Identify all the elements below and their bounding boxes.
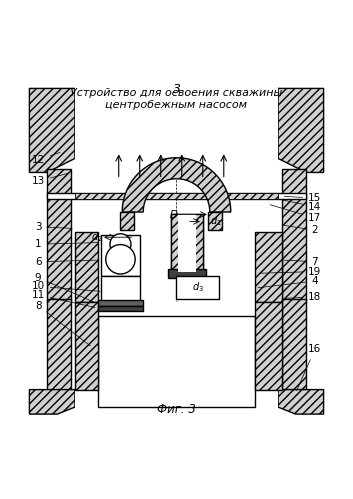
Bar [47,169,71,302]
Text: 16: 16 [297,344,322,391]
Bar [98,305,143,311]
Bar [176,276,219,298]
Text: 13: 13 [31,173,69,186]
Polygon shape [29,390,75,414]
Bar [75,88,278,173]
Text: 7: 7 [284,257,318,267]
Bar [47,193,306,200]
Text: 6: 6 [35,257,98,267]
Text: 14: 14 [282,200,322,212]
Bar [101,276,140,302]
Bar [101,236,140,276]
Polygon shape [122,158,231,212]
Text: 17: 17 [270,205,322,223]
Text: $d_2$: $d_2$ [91,231,102,244]
Bar [255,302,282,390]
Text: 12: 12 [31,152,60,165]
Text: 3: 3 [173,83,180,96]
Circle shape [110,234,131,255]
Bar [255,232,282,302]
Polygon shape [29,88,75,173]
Bar [168,269,206,277]
Bar [75,302,98,390]
Text: 9: 9 [35,272,95,303]
Polygon shape [278,88,324,173]
Text: $d_1$: $d_1$ [210,215,222,229]
Text: 19: 19 [260,266,322,276]
Polygon shape [278,390,324,414]
Bar [75,193,278,200]
Bar [98,316,255,407]
Text: Фиг. 3: Фиг. 3 [157,403,196,416]
Text: $d_3$: $d_3$ [192,280,203,294]
Bar [208,212,222,230]
Bar [171,215,203,272]
Bar [120,212,134,230]
Bar [98,300,143,305]
Text: 2: 2 [284,225,318,235]
Text: Устройство для освоения скважины
центробежным насосом: Устройство для освоения скважины центроб… [70,88,283,110]
Polygon shape [75,302,282,407]
Bar [178,215,197,272]
Text: 15: 15 [284,193,322,203]
Bar [75,305,278,390]
Text: 10: 10 [32,281,100,291]
Bar [282,298,306,390]
Text: 1: 1 [35,239,98,249]
Bar [75,390,278,414]
Text: 11: 11 [31,290,95,307]
Text: 4: 4 [258,276,318,288]
Text: 18: 18 [284,292,322,302]
Bar [47,298,71,390]
Text: $D$: $D$ [169,209,179,221]
Text: 8: 8 [35,300,90,346]
Text: 3: 3 [35,222,72,232]
Circle shape [106,245,135,274]
Bar [171,215,203,272]
Bar [282,169,306,302]
Bar [75,232,98,302]
